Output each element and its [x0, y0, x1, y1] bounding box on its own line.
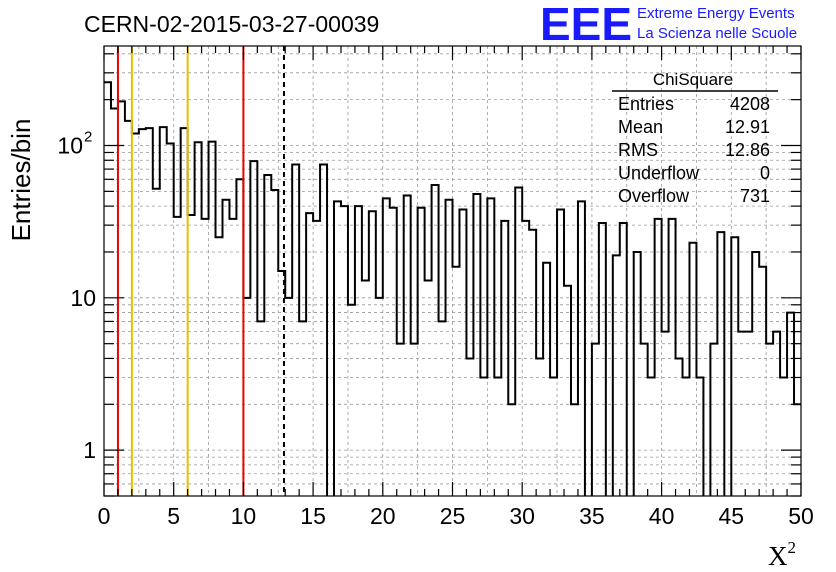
y-tick-label: 10: [57, 132, 83, 158]
x-tick-label: 5: [167, 503, 180, 529]
axis-ticks: [103, 46, 802, 497]
x-axis-label-base: X: [768, 541, 788, 571]
logo-text: EEE: [540, 0, 632, 50]
y-tick-exponent: 2: [84, 128, 92, 145]
x-tick-label: 25: [440, 503, 466, 529]
x-tick-label: 30: [509, 503, 535, 529]
histogram-steps: [104, 81, 801, 496]
x-tick-label: 45: [719, 503, 745, 529]
logo-line-2: La Scienza nelle Scuole: [637, 25, 797, 42]
logo-line-1: Extreme Energy Events: [637, 5, 795, 22]
stats-value: 4208: [730, 94, 770, 114]
x-tick-label: 10: [231, 503, 257, 529]
y-tick-label: 10: [70, 285, 96, 311]
stats-box: ChiSquare Entries 4208 Mean 12.91 RMS 12.86 Un…: [612, 70, 778, 206]
reference-lines: [116, 46, 285, 496]
y-axis-label: Entries/bin: [6, 119, 36, 242]
stats-value: 12.86: [725, 140, 770, 160]
stats-label: Overflow: [618, 186, 690, 206]
stats-value: 0: [760, 163, 770, 183]
x-tick-label: 40: [649, 503, 675, 529]
x-tick-label: 20: [370, 503, 396, 529]
stats-label: Mean: [618, 117, 663, 137]
histogram: [104, 81, 801, 496]
x-tick-label: 15: [300, 503, 326, 529]
x-axis-label: X2: [768, 538, 796, 571]
x-axis-label-superscript: 2: [788, 538, 797, 557]
stats-value: 12.91: [725, 117, 770, 137]
stats-rows: Entries 4208 Mean 12.91 RMS 12.86 Underflow 0 Ov…: [618, 94, 770, 206]
x-tick-label: 35: [579, 503, 605, 529]
stats-label: Underflow: [618, 163, 700, 183]
stats-title: ChiSquare: [653, 70, 733, 89]
chart-title: CERN-02-2015-03-27-00039: [84, 11, 379, 37]
stats-label: RMS: [618, 140, 658, 160]
stats-label: Entries: [618, 94, 674, 114]
x-tick-label: 50: [788, 503, 814, 529]
y-tick-label: 1: [83, 437, 96, 463]
stats-value: 731: [740, 186, 770, 206]
eee-logo: EEE Extreme Energy Events La Scienza nel…: [540, 0, 797, 50]
x-tick-label: 0: [98, 503, 111, 529]
